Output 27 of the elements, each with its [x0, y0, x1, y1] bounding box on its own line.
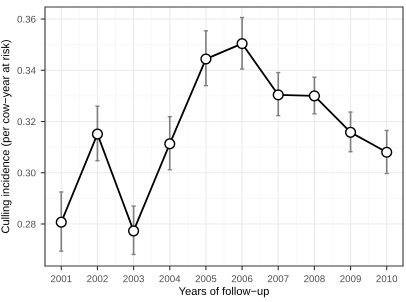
y-axis-title: Culling incidence (per cow−year at risk) — [1, 40, 12, 234]
y-tick-label: 0.28 — [17, 220, 36, 228]
y-tick-label: 0.32 — [17, 118, 36, 126]
x-tick-label: 2008 — [304, 275, 325, 282]
x-tick-label: 2009 — [340, 275, 361, 282]
y-tick-label: 0.34 — [17, 67, 36, 74]
x-tick-label: 2003 — [123, 275, 144, 282]
x-tick-label: 2004 — [159, 275, 180, 282]
point — [345, 126, 356, 138]
point — [200, 53, 212, 65]
point — [92, 128, 103, 140]
x-tick-label: 2001 — [50, 275, 72, 282]
point — [308, 90, 320, 102]
point — [272, 89, 284, 100]
y-tick-label: 0.30 — [17, 169, 36, 176]
point — [164, 138, 176, 150]
x-tick-label: 2002 — [87, 275, 108, 282]
point — [128, 225, 140, 236]
x-axis-title: Years of follow−up — [178, 286, 269, 298]
point — [381, 146, 392, 158]
x-tick-label: 2005 — [196, 275, 216, 282]
x-tick-label: 2006 — [232, 275, 252, 282]
point — [236, 38, 248, 50]
y-tick-label: 0.36 — [17, 16, 36, 23]
point — [56, 216, 67, 228]
x-tick-label: 2007 — [268, 275, 289, 282]
x-tick-label: 2010 — [376, 275, 398, 282]
